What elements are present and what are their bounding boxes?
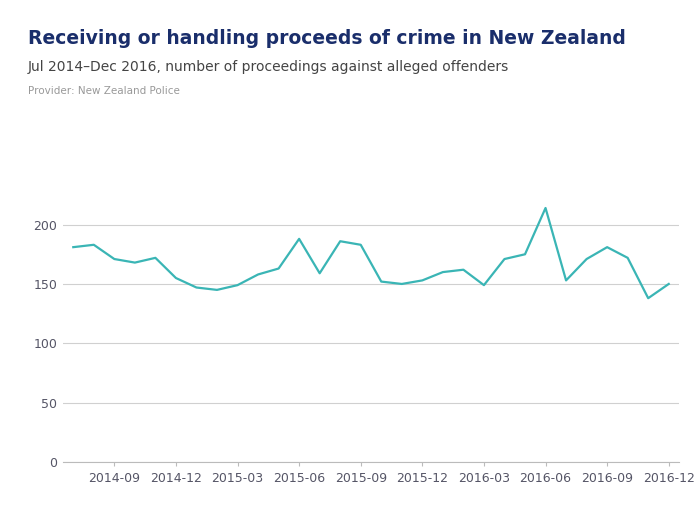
Text: figure.nz: figure.nz: [575, 16, 659, 33]
Text: Jul 2014–Dec 2016, number of proceedings against alleged offenders: Jul 2014–Dec 2016, number of proceedings…: [28, 60, 510, 75]
Text: Provider: New Zealand Police: Provider: New Zealand Police: [28, 86, 180, 96]
Text: Receiving or handling proceeds of crime in New Zealand: Receiving or handling proceeds of crime …: [28, 29, 626, 48]
